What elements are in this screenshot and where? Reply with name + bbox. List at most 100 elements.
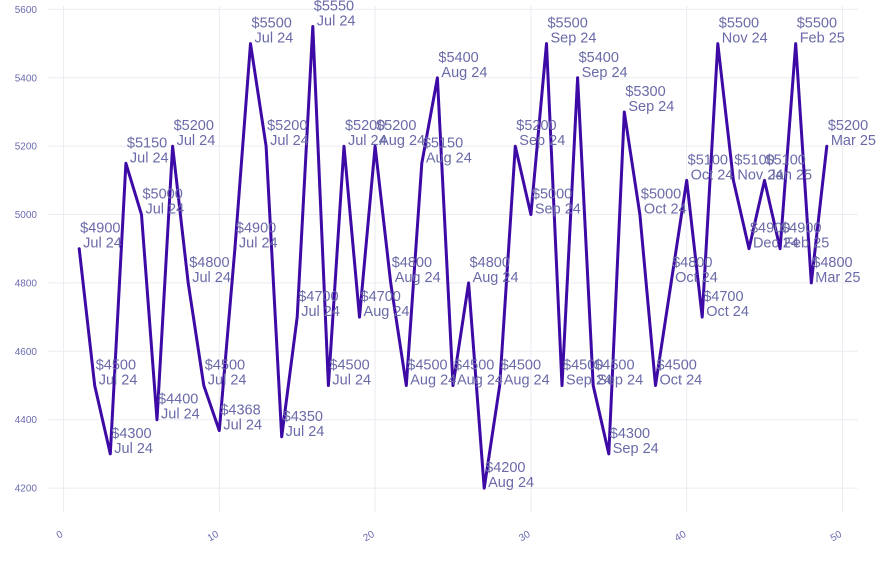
data-label-price: $5100: [688, 152, 728, 168]
data-label-date: Oct 24: [691, 167, 734, 183]
series-line: [77, 25, 829, 490]
data-label-date: Nov 24: [722, 31, 768, 47]
data-label-date: Sep 24: [628, 99, 674, 115]
data-label-date: Jul 24: [208, 373, 247, 389]
x-tick-label: 0: [55, 529, 66, 542]
data-label-date: Aug 24: [473, 270, 519, 286]
data-label-price: $4500: [454, 358, 494, 374]
data-label-price: $5500: [547, 16, 587, 32]
data-label-date: Jul 24: [348, 133, 387, 149]
y-tick-label: 4400: [15, 415, 38, 426]
data-label-price: $4300: [111, 426, 151, 442]
data-label-price: $5100: [766, 152, 806, 168]
axis-ticks: 0 10 20 30 40 50 4200 4400 4600 4800 5000 5200 5400 5…: [15, 5, 845, 544]
data-label-price: $5400: [579, 50, 619, 66]
data-label-price: $5550: [314, 0, 354, 15]
data-label-price: $5000: [532, 187, 572, 203]
data-label-price: $4900: [80, 221, 120, 237]
data-label-date: Sep 24: [566, 373, 612, 389]
data-label-date: Feb 25: [784, 236, 829, 252]
data-label-price: $5000: [142, 187, 182, 203]
y-tick-label: 5200: [15, 142, 38, 153]
data-label-price: $5400: [438, 50, 478, 66]
data-label-date: Oct 24: [644, 202, 687, 218]
data-label-price: $4300: [610, 426, 650, 442]
y-tick-label: 5000: [15, 210, 38, 221]
data-label-price: $5200: [828, 118, 868, 134]
data-label-date: Jul 24: [223, 418, 262, 434]
data-label-price: $4500: [501, 358, 541, 374]
data-label-price: $4800: [189, 255, 229, 271]
x-tick-label: 10: [206, 529, 222, 544]
data-label-date: Nov 24: [737, 167, 783, 183]
data-label-date: Aug 24: [379, 133, 425, 149]
data-label-date: Jul 24: [161, 407, 200, 423]
data-label-price: $4500: [329, 358, 369, 374]
data-label-price: $5500: [719, 16, 759, 32]
data-label-date: Jul 24: [332, 373, 371, 389]
data-label-price: $4368: [220, 403, 260, 419]
data-label-price: $5200: [174, 118, 214, 134]
data-label-date: Sep 24: [582, 65, 628, 81]
data-label-price: $5200: [516, 118, 556, 134]
data-label-date: Oct 24: [706, 304, 749, 320]
data-label-date: Jul 24: [270, 133, 309, 149]
y-tick-label: 4800: [15, 278, 38, 289]
data-label-price: $5200: [267, 118, 307, 134]
data-label-price: $4500: [657, 358, 697, 374]
data-label-price: $4700: [361, 289, 401, 305]
data-label-price: $4700: [703, 289, 743, 305]
data-label-date: Aug 24: [504, 373, 550, 389]
data-label-price: $5000: [641, 187, 681, 203]
data-label-date: Mar 25: [831, 133, 876, 149]
data-label-date: Jul 24: [317, 14, 356, 30]
data-label-date: Feb 25: [800, 31, 845, 47]
data-label-date: Aug 24: [488, 475, 534, 491]
data-label-date: Jul 24: [145, 202, 184, 218]
data-label-price: $4500: [594, 358, 634, 374]
data-label-price: $4500: [563, 358, 603, 374]
data-label-price: $4200: [485, 460, 525, 476]
data-label-price: $4800: [470, 255, 510, 271]
series-layer: [77, 25, 829, 490]
data-label-date: Jul 24: [114, 441, 153, 457]
data-label-price: $5500: [252, 16, 292, 32]
data-label-date: Oct 24: [675, 270, 718, 286]
data-label-price: $5300: [625, 84, 665, 100]
data-label-date: Jul 24: [255, 31, 294, 47]
data-label-price: $5150: [127, 135, 167, 151]
data-label-price: $5150: [423, 135, 463, 151]
data-label-date: Jul 24: [192, 270, 231, 286]
y-tick-label: 4200: [15, 484, 38, 495]
data-label-date: Aug 24: [364, 304, 410, 320]
data-label-price: $4500: [407, 358, 447, 374]
data-label-price: $4350: [283, 409, 323, 425]
data-label-date: Jul 24: [130, 150, 169, 166]
data-label-date: Sep 24: [613, 441, 659, 457]
data-label-price: $4700: [298, 289, 338, 305]
data-label-date: Mar 25: [815, 270, 860, 286]
data-label-date: Aug 24: [457, 373, 503, 389]
x-tick-label: 30: [517, 529, 533, 544]
data-label-date: Jul 24: [99, 373, 138, 389]
data-label-date: Oct 24: [660, 373, 703, 389]
data-label-date: Aug 24: [441, 65, 487, 81]
data-label-price: $4800: [392, 255, 432, 271]
data-label-date: Sep 24: [535, 202, 581, 218]
data-label-date: Aug 24: [395, 270, 441, 286]
data-label-price: $4500: [96, 358, 136, 374]
data-label-date: Jul 24: [177, 133, 216, 149]
data-label-price: $5200: [345, 118, 385, 134]
grid: [48, 6, 858, 512]
data-label-date: Aug 24: [426, 150, 472, 166]
data-label-price: $5500: [797, 16, 837, 32]
y-tick-label: 5600: [15, 5, 38, 16]
data-label-price: $4800: [672, 255, 712, 271]
data-label-price: $4500: [205, 358, 245, 374]
data-label-date: Jan 25: [769, 167, 813, 183]
data-label-date: Sep 24: [597, 373, 643, 389]
data-label-price: $5200: [376, 118, 416, 134]
data-label-date: Jul 24: [301, 304, 340, 320]
